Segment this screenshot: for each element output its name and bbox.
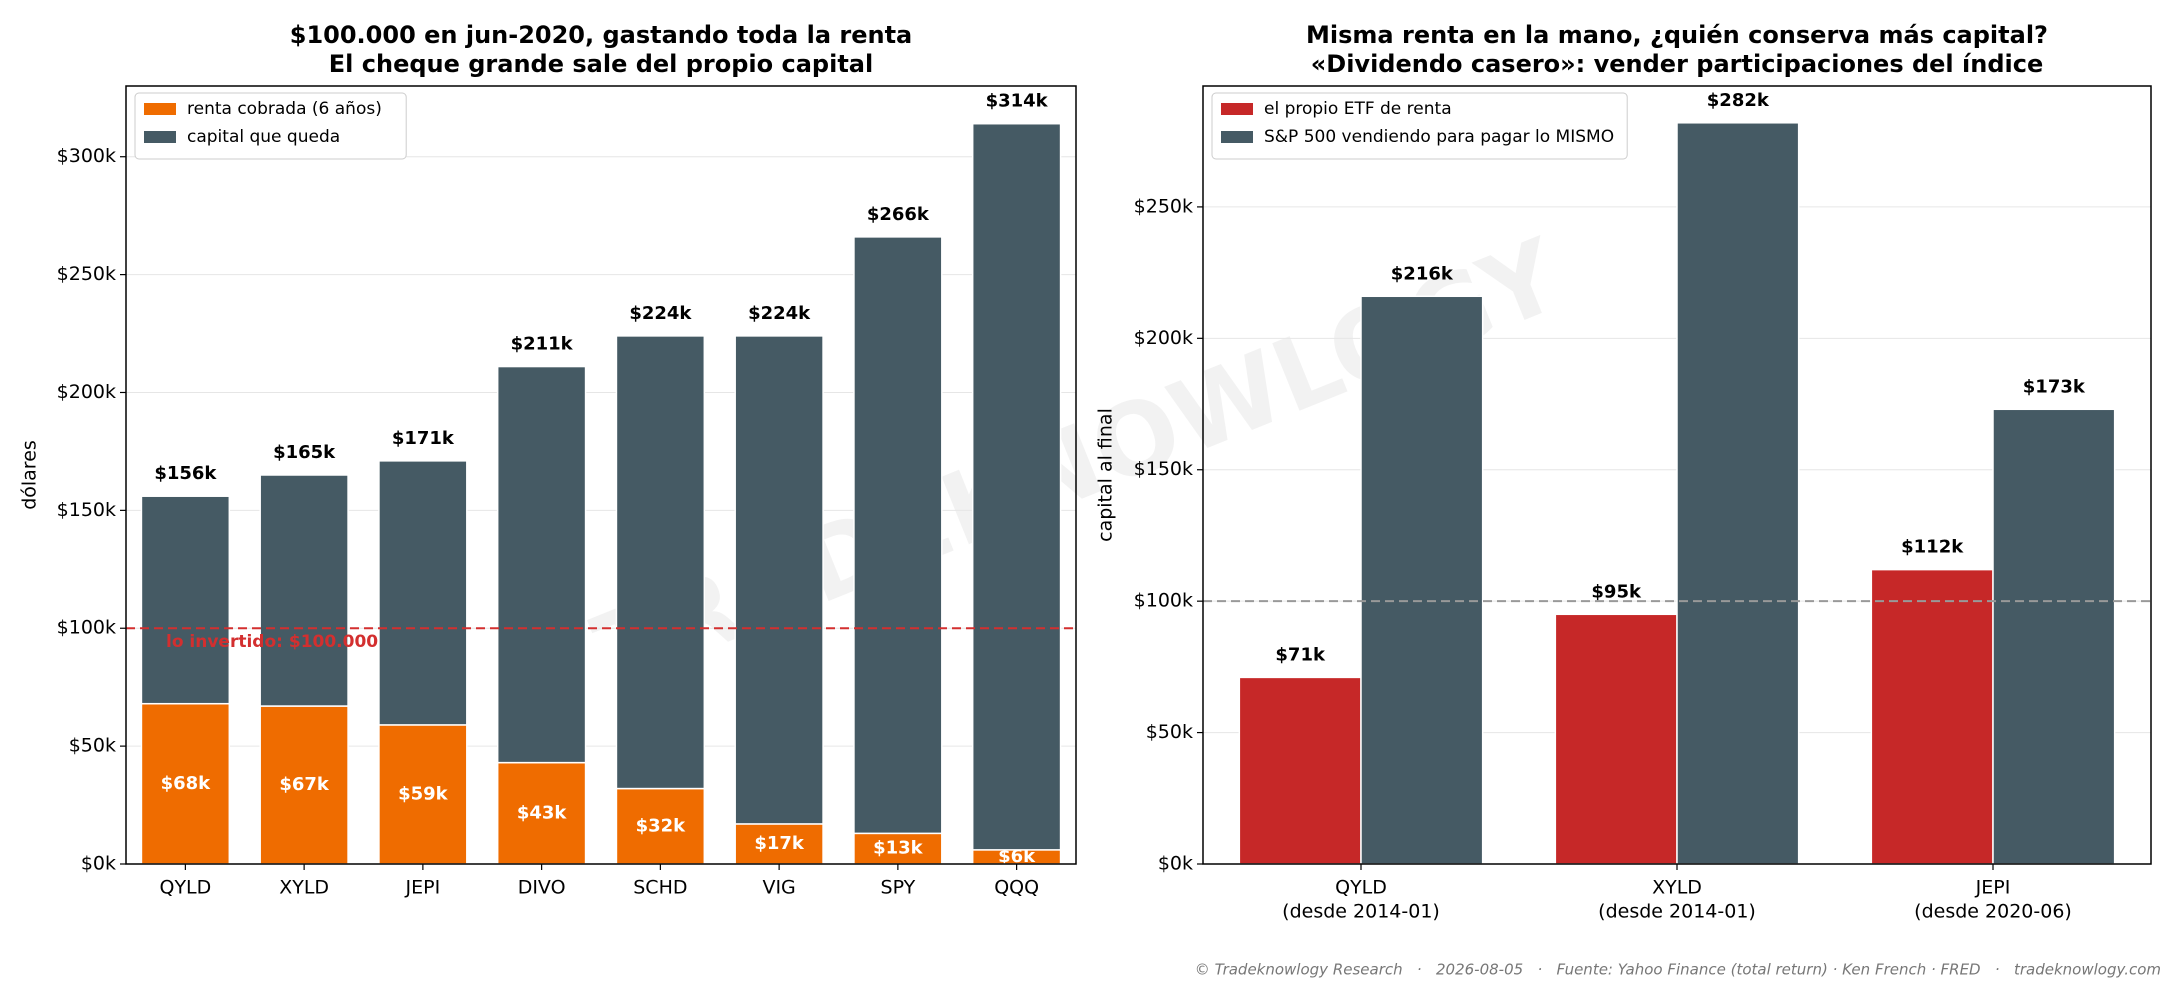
- value-label: $71k: [1275, 644, 1326, 665]
- bar-segment: [378, 724, 468, 865]
- y-tick-label: $300k: [57, 145, 116, 167]
- segment-label: $59k: [398, 783, 449, 804]
- x-tick-label: (desde 2014-01): [1282, 901, 1440, 923]
- bar-segment: [140, 495, 231, 705]
- total-label: $314k: [986, 91, 1049, 112]
- total-label: $211k: [511, 334, 574, 355]
- legend-swatch: [1221, 103, 1253, 115]
- segment-label: $67k: [279, 774, 330, 795]
- bar-segment: [259, 474, 349, 707]
- bar: [1676, 122, 1800, 865]
- axes-frame: [1202, 85, 2152, 865]
- legend-label: capital que queda: [187, 127, 340, 147]
- value-label: $282k: [1707, 90, 1770, 111]
- bar-segment: [615, 335, 706, 790]
- y-tick-label: $0k: [81, 853, 116, 875]
- x-tick-label: QYLD: [159, 877, 211, 899]
- segment-label: $68k: [161, 773, 212, 794]
- bar-segment: [734, 335, 824, 825]
- bar: [1992, 408, 2116, 865]
- value-label: $112k: [1901, 537, 1964, 558]
- chart-title: $100.000 en jun-2020, gastando toda la r…: [290, 21, 913, 49]
- y-tick-label: $200k: [57, 381, 116, 403]
- segment-label: $6k: [998, 846, 1036, 867]
- value-label: $173k: [2023, 376, 2086, 397]
- x-tick-label: SCHD: [633, 877, 687, 899]
- chart-title: «Dividendo casero»: vender participacion…: [1311, 50, 2043, 78]
- total-label: $171k: [392, 428, 455, 449]
- legend-swatch: [1221, 131, 1253, 143]
- axes-frame: [125, 85, 1077, 865]
- footer: © Tradeknowlogy Research · 2026-08-05 · …: [1195, 961, 2161, 979]
- legend-label: el propio ETF de renta: [1264, 99, 1452, 119]
- legend-label: S&P 500 vendiendo para pagar lo MISMO: [1264, 127, 1614, 147]
- legend-swatch: [144, 131, 176, 143]
- bar-segment: [734, 823, 824, 865]
- bar-segment: [378, 460, 468, 726]
- total-label: $224k: [629, 303, 692, 324]
- y-tick-label: $0k: [1158, 853, 1193, 875]
- x-tick-label: VIG: [762, 877, 795, 899]
- bar: [1870, 568, 1994, 865]
- chart-title: Misma renta en la mano, ¿quién conserva …: [1306, 21, 2048, 49]
- y-tick-label: $50k: [1146, 721, 1193, 743]
- segment-label: $17k: [754, 833, 805, 854]
- bar: [1554, 613, 1678, 865]
- bar-segment: [259, 705, 349, 865]
- bar: [1360, 295, 1484, 865]
- x-tick-label: (desde 2020-06): [1914, 901, 2072, 923]
- bar-segment: [496, 761, 587, 865]
- y-tick-label: $150k: [1134, 458, 1193, 480]
- x-tick-label: XYLD: [279, 877, 329, 899]
- bar-segment: [496, 365, 587, 764]
- bar-segment: [971, 122, 1062, 851]
- x-tick-label: QQQ: [994, 877, 1039, 899]
- x-tick-label: QYLD: [1335, 877, 1387, 899]
- y-tick-label: $250k: [1134, 195, 1193, 217]
- legend-swatch: [144, 103, 176, 115]
- bar-segment: [615, 787, 706, 865]
- total-label: $156k: [154, 463, 217, 484]
- y-tick-label: $100k: [57, 617, 116, 639]
- bar-segment: [140, 702, 231, 865]
- bar: [1238, 676, 1362, 865]
- segment-label: $43k: [517, 802, 568, 823]
- bar-segment: [853, 236, 943, 835]
- total-label: $165k: [273, 442, 336, 463]
- x-tick-label: (desde 2014-01): [1598, 901, 1756, 923]
- y-tick-label: $100k: [1134, 590, 1193, 612]
- value-label: $95k: [1591, 581, 1642, 602]
- y-tick-label: $50k: [69, 735, 116, 757]
- x-tick-label: XYLD: [1652, 877, 1702, 899]
- total-label: $224k: [748, 303, 811, 324]
- chart-title: El cheque grande sale del propio capital: [329, 50, 873, 78]
- legend-label: renta cobrada (6 años): [187, 99, 382, 119]
- y-tick-label: $250k: [57, 263, 116, 285]
- reference-label: lo invertido: $100.000: [166, 632, 378, 652]
- segment-label: $13k: [873, 838, 924, 859]
- x-tick-label: JEPI: [405, 877, 441, 899]
- y-axis-label: dólares: [19, 440, 41, 510]
- legend-box: [1211, 92, 1628, 160]
- y-axis-label: capital al final: [1095, 408, 1117, 542]
- x-tick-label: SPY: [881, 877, 916, 899]
- y-tick-label: $150k: [57, 499, 116, 521]
- x-tick-label: JEPI: [1975, 877, 2011, 899]
- total-label: $266k: [867, 204, 930, 225]
- y-tick-label: $200k: [1134, 327, 1193, 349]
- legend-box: [134, 92, 407, 160]
- x-tick-label: DIVO: [518, 877, 566, 899]
- value-label: $216k: [1391, 263, 1454, 284]
- segment-label: $32k: [636, 815, 687, 836]
